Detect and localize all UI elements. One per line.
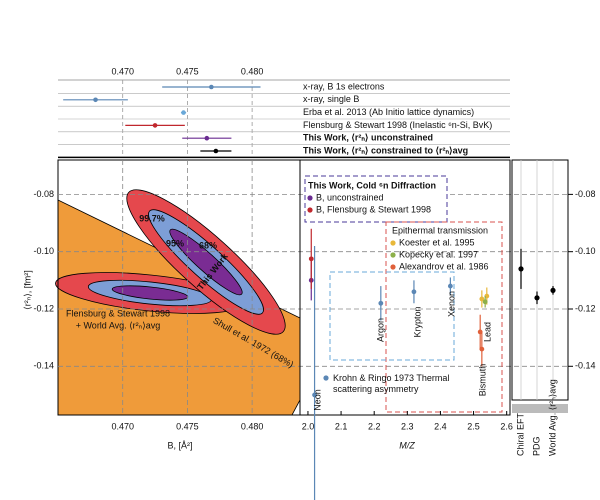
point bbox=[534, 295, 540, 301]
x-tick-label: 0.470 bbox=[111, 66, 134, 76]
point bbox=[308, 256, 314, 262]
point bbox=[209, 84, 214, 90]
legend-marker bbox=[390, 240, 396, 246]
point bbox=[550, 287, 556, 293]
legend-label: Krohn & Ringo 1973 Thermal scattering as… bbox=[333, 373, 450, 394]
point bbox=[181, 110, 186, 115]
legend-label: B, unconstrained bbox=[316, 192, 384, 202]
legend-label: Kopecky et al. 1997 bbox=[399, 249, 478, 259]
annotation: + World Avg. ⟨r²ₙ⟩avg bbox=[76, 320, 161, 330]
row-label: This Work, ⟨r²ₙ⟩ unconstrained bbox=[303, 133, 433, 143]
point bbox=[312, 392, 317, 398]
annotation: 99.7% bbox=[139, 213, 165, 223]
y-tick-label: -0.10 bbox=[575, 246, 596, 256]
row-label: x-ray, single B bbox=[303, 94, 359, 104]
row-label: Erba et al. 2013 (Ab Initio lattice dyna… bbox=[303, 107, 474, 117]
x-tick-label: 2.5 bbox=[467, 421, 480, 431]
point bbox=[93, 97, 98, 103]
annotation: 68% bbox=[199, 240, 217, 250]
x-tick-label: 2.2 bbox=[368, 421, 381, 431]
annotation: Flensburg & Stewart 1998 bbox=[66, 308, 170, 318]
legend-label: B, Flensburg & Stewart 1998 bbox=[316, 204, 431, 214]
point bbox=[479, 296, 485, 302]
legend-marker bbox=[307, 207, 313, 213]
x-tick-label: 0.475 bbox=[176, 421, 199, 431]
legend-marker bbox=[390, 264, 396, 270]
base-bar bbox=[512, 404, 568, 413]
x-tick-label: 2.6 bbox=[500, 421, 513, 431]
y-tick-label: -0.14 bbox=[33, 361, 54, 371]
x-tick-label: 2.3 bbox=[401, 421, 414, 431]
x-tick-label: World Avg. ⟨r²ₙ⟩avg bbox=[547, 379, 557, 456]
legend-box bbox=[385, 221, 503, 413]
row-label: x-ray, B 1s electrons bbox=[303, 81, 385, 91]
y-tick-label: -0.12 bbox=[575, 303, 596, 313]
x-axis-label: M/Z bbox=[399, 440, 415, 450]
y-tick-label: -0.14 bbox=[575, 361, 596, 371]
element-label: Xenon bbox=[446, 291, 456, 317]
x-axis-label: B, [Å²] bbox=[167, 440, 192, 450]
legend-box bbox=[329, 271, 455, 361]
legend-title: Epithermal transmission bbox=[392, 225, 488, 235]
legend-marker bbox=[307, 195, 313, 201]
annotation: 95% bbox=[166, 238, 184, 248]
point bbox=[411, 289, 417, 295]
plot-frame bbox=[299, 159, 511, 416]
element-label: Argon bbox=[375, 318, 385, 342]
element-label: Krypton bbox=[412, 306, 422, 337]
point bbox=[204, 135, 210, 141]
element-label: Lead bbox=[482, 322, 492, 342]
row-label: Flensburg & Stewart 1998 (Inelastic ⁶n-S… bbox=[303, 120, 492, 130]
legend-label: Koester et al. 1995 bbox=[399, 237, 475, 247]
y-tick-label: -0.12 bbox=[33, 303, 54, 313]
y-tick-label: -0.08 bbox=[575, 189, 596, 199]
point bbox=[378, 300, 384, 306]
legend-label: Alexandrov et al. 1986 bbox=[399, 261, 489, 271]
point bbox=[477, 329, 483, 335]
contour-68 bbox=[169, 228, 243, 296]
plot-frame bbox=[511, 159, 569, 401]
x-tick-label: Chiral EFT bbox=[515, 412, 525, 456]
point bbox=[213, 148, 219, 154]
y-tick-label: -0.10 bbox=[33, 246, 54, 256]
point bbox=[152, 123, 158, 128]
y-axis-label: ⟨r²ₙ⟩, [fm²] bbox=[22, 270, 32, 310]
row-label: This Work, ⟨r²ₙ⟩ constrained to ⟨r²ₙ⟩avg bbox=[303, 145, 468, 155]
element-label: Bismuth bbox=[477, 364, 487, 397]
legend-marker bbox=[323, 375, 329, 381]
x-tick-label: 2.0 bbox=[302, 421, 315, 431]
legend-box bbox=[304, 175, 448, 223]
element-label: Neon bbox=[312, 389, 322, 411]
y-tick-label: -0.08 bbox=[33, 189, 54, 199]
point bbox=[518, 266, 524, 272]
x-tick-label: 0.470 bbox=[111, 421, 134, 431]
legend-title: This Work, Cold ⁶n Diffraction bbox=[308, 180, 436, 190]
x-tick-label: 0.480 bbox=[241, 66, 264, 76]
x-tick-label: 2.4 bbox=[434, 421, 447, 431]
x-tick-label: 0.480 bbox=[241, 421, 264, 431]
x-tick-label: PDG bbox=[531, 436, 541, 456]
point bbox=[447, 283, 453, 289]
x-tick-label: 0.475 bbox=[176, 66, 199, 76]
x-tick-label: 2.1 bbox=[335, 421, 348, 431]
legend-marker bbox=[390, 252, 396, 258]
point bbox=[482, 299, 488, 305]
